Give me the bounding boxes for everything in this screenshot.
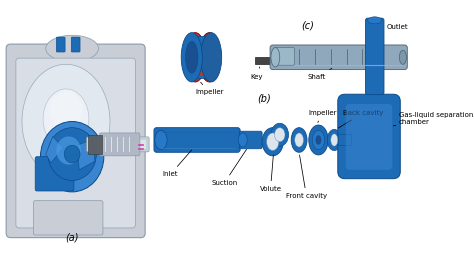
Polygon shape [192, 36, 211, 78]
FancyBboxPatch shape [34, 201, 103, 235]
Ellipse shape [295, 133, 303, 147]
Ellipse shape [316, 136, 321, 144]
Ellipse shape [327, 129, 341, 151]
Ellipse shape [238, 133, 247, 147]
FancyBboxPatch shape [270, 45, 407, 70]
FancyBboxPatch shape [100, 133, 140, 156]
FancyBboxPatch shape [338, 134, 351, 146]
Ellipse shape [46, 35, 99, 62]
FancyBboxPatch shape [346, 104, 392, 170]
Text: (b): (b) [257, 94, 271, 104]
Ellipse shape [185, 33, 206, 82]
Polygon shape [77, 139, 95, 170]
Text: (a): (a) [65, 232, 79, 242]
FancyBboxPatch shape [239, 131, 262, 149]
Text: Impeller: Impeller [195, 82, 224, 95]
FancyBboxPatch shape [6, 44, 145, 238]
Text: Suction: Suction [211, 149, 246, 186]
Text: Impeller: Impeller [308, 110, 337, 122]
FancyBboxPatch shape [56, 37, 65, 52]
Bar [255, 57, 271, 64]
Ellipse shape [64, 145, 80, 163]
FancyBboxPatch shape [35, 157, 74, 191]
Polygon shape [46, 136, 64, 163]
Text: Outlet: Outlet [383, 20, 409, 30]
FancyBboxPatch shape [87, 137, 149, 152]
Text: Shaft: Shaft [308, 68, 332, 80]
Ellipse shape [309, 125, 328, 155]
Text: Back cavity: Back cavity [338, 110, 383, 128]
Text: Key: Key [251, 67, 263, 80]
Ellipse shape [274, 128, 285, 142]
Ellipse shape [43, 89, 89, 149]
FancyBboxPatch shape [89, 139, 147, 150]
Text: Gas-liquid separation
chamber: Gas-liquid separation chamber [393, 112, 473, 126]
Ellipse shape [271, 48, 280, 67]
FancyBboxPatch shape [273, 48, 295, 65]
FancyBboxPatch shape [154, 128, 240, 152]
FancyBboxPatch shape [365, 18, 384, 95]
Ellipse shape [49, 92, 82, 129]
Text: (c): (c) [301, 21, 314, 31]
Ellipse shape [266, 133, 279, 151]
FancyBboxPatch shape [338, 94, 400, 179]
Bar [88, 135, 102, 154]
Text: Front cavity: Front cavity [286, 155, 327, 199]
Text: Volute: Volute [259, 155, 282, 192]
Ellipse shape [291, 128, 307, 152]
Ellipse shape [400, 50, 406, 64]
Ellipse shape [181, 33, 202, 82]
Ellipse shape [331, 134, 338, 146]
Ellipse shape [155, 130, 167, 150]
Ellipse shape [312, 130, 325, 150]
FancyBboxPatch shape [16, 58, 136, 228]
Ellipse shape [271, 123, 289, 146]
Ellipse shape [186, 41, 198, 73]
FancyBboxPatch shape [71, 37, 80, 52]
Ellipse shape [48, 128, 96, 180]
Ellipse shape [40, 122, 104, 192]
Ellipse shape [199, 33, 220, 82]
Ellipse shape [262, 128, 283, 156]
Ellipse shape [201, 33, 222, 82]
Ellipse shape [56, 136, 81, 165]
Ellipse shape [22, 64, 110, 179]
Ellipse shape [368, 17, 382, 24]
Text: Inlet: Inlet [163, 150, 191, 177]
